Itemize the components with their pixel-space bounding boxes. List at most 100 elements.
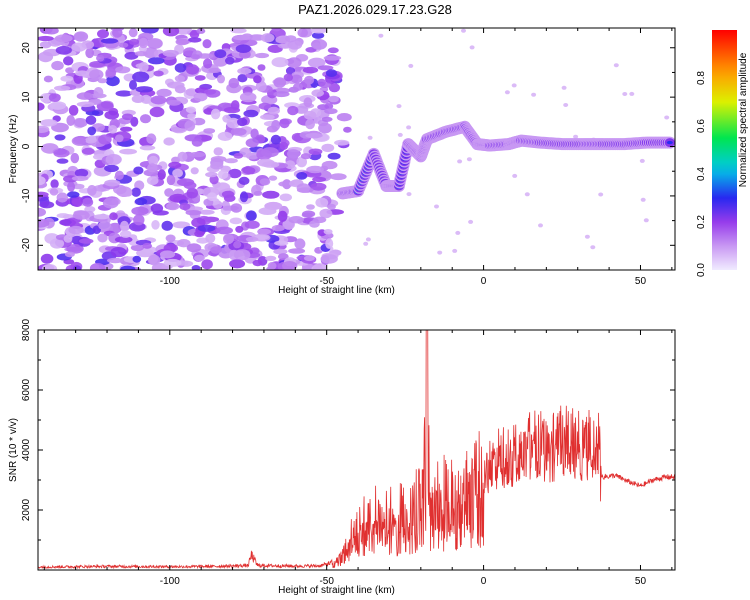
y-tick-label: 20 — [21, 42, 32, 54]
spectrogram-cell — [226, 117, 240, 129]
spectrogram-cell — [187, 113, 196, 119]
spectrogram-cell — [233, 249, 251, 261]
spectrogram-cell — [260, 33, 275, 43]
spectrogram-cell — [271, 224, 285, 232]
spectrogram-cell — [62, 56, 74, 66]
spectrogram-cell — [98, 220, 111, 231]
spectrogram-cell — [584, 234, 590, 239]
spectrogram-cell — [194, 75, 206, 81]
spectrogram-cell — [639, 158, 645, 163]
spectrogram-cell — [132, 255, 142, 263]
spectrogram-cell — [148, 155, 159, 166]
spectrogram-cell — [162, 49, 179, 57]
x-tick-label: -50 — [319, 576, 334, 587]
spectrogram-cell — [44, 28, 59, 35]
spectrogram-cell — [336, 113, 352, 122]
spectrogram-cell — [254, 52, 270, 59]
spectrogram-cell — [175, 38, 190, 46]
spectrogram-cell — [41, 264, 58, 270]
spectrogram-cell — [233, 152, 244, 159]
spectrogram-cell — [237, 117, 248, 127]
spectrogram-cell — [304, 75, 315, 85]
spectrogram-cell — [237, 67, 252, 75]
spectrogram-cell — [120, 126, 133, 132]
spectrogram-cell — [210, 246, 222, 254]
spectrogram-cell — [229, 259, 246, 269]
spectrogram-cell — [172, 168, 184, 178]
x-tick-label: -100 — [160, 276, 180, 287]
spectrogram-cell — [325, 69, 338, 77]
spectrogram-cell — [147, 38, 163, 49]
spectrogram-cell — [230, 127, 247, 136]
spectrogram-cell — [162, 28, 180, 37]
y-tick-label: 6000 — [21, 378, 32, 401]
spectrogram-cell — [188, 37, 202, 43]
spectrogram-cell — [38, 176, 46, 186]
x-tick-label: 0 — [481, 576, 487, 587]
spectrogram-cell — [87, 126, 97, 136]
spectrogram-cell — [56, 158, 69, 164]
spectrogram-cell — [257, 228, 271, 235]
spectrogram-cell — [230, 100, 240, 111]
spectrogram-cell — [305, 118, 315, 130]
spectrogram-cell — [323, 55, 342, 61]
spectrogram-cell — [271, 57, 289, 68]
spectrogram-cell — [538, 223, 543, 228]
spectrogram-cell — [629, 91, 635, 96]
spectrogram-cell — [174, 75, 185, 83]
spectrogram-cell — [120, 220, 129, 232]
spectrogram-cell — [524, 192, 530, 197]
spectrogram-cell — [60, 75, 74, 82]
spectrogram-cell — [277, 253, 289, 260]
spectrogram-cell — [133, 214, 145, 226]
spectrogram-cell — [303, 97, 313, 108]
spectrogram-cell — [561, 85, 567, 90]
spectrogram-cell — [186, 243, 202, 253]
spectrogram-cell — [177, 151, 188, 162]
spectrogram-cell — [197, 224, 216, 232]
spectrogram-cell — [98, 134, 112, 145]
y-tick-label: -10 — [21, 188, 32, 203]
spectrogram-cell — [271, 28, 281, 32]
spectrogram-cell — [131, 206, 149, 216]
spectrogram-cell — [235, 225, 244, 233]
spectrogram-cell — [268, 175, 278, 181]
spectrogram-cell — [310, 182, 327, 191]
spectrogram-cell — [252, 259, 263, 267]
spectrogram-cell — [296, 172, 308, 180]
spectrogram-cell — [179, 203, 191, 211]
spectrogram-cell — [40, 119, 58, 127]
spectrogram-cell — [153, 70, 164, 77]
spectrogram-cell — [38, 102, 45, 111]
spectrogram-cell — [54, 134, 66, 141]
spectrogram-cell — [511, 83, 517, 88]
spectrogram-cell — [163, 258, 182, 267]
spectrogram-cell — [260, 114, 275, 120]
spectrogram-cell — [664, 115, 670, 120]
spectrogram-cell — [306, 204, 315, 210]
bottom-x-axis-label: Height of straight line (km) — [278, 585, 395, 596]
spectrogram-cell — [128, 38, 140, 46]
spectrogram-cell — [114, 236, 133, 244]
spectrogram-cell — [150, 95, 167, 105]
spectrogram-cell — [147, 57, 165, 65]
spectrogram-cell — [115, 134, 124, 143]
spectrogram-cell — [89, 263, 106, 270]
spectrogram-cell — [73, 137, 86, 145]
spectrogram-cell — [273, 91, 290, 98]
spectrogram-cell — [327, 152, 341, 160]
spectrogram-cell — [245, 138, 259, 148]
spectrogram-cell — [286, 149, 301, 159]
spectrogram-cell — [363, 241, 369, 246]
spectrogram-cell — [76, 101, 95, 108]
spectrogram-cell — [590, 245, 596, 250]
spectrogram-cell — [224, 158, 238, 164]
spectrogram-cell — [66, 244, 84, 254]
spectrogram-cell — [191, 265, 201, 270]
spectrogram-cell — [311, 32, 325, 39]
spectrogram-cell — [133, 166, 144, 175]
colorbar-tick-label: 0.2 — [696, 215, 707, 229]
spectrogram-cell — [294, 105, 309, 114]
